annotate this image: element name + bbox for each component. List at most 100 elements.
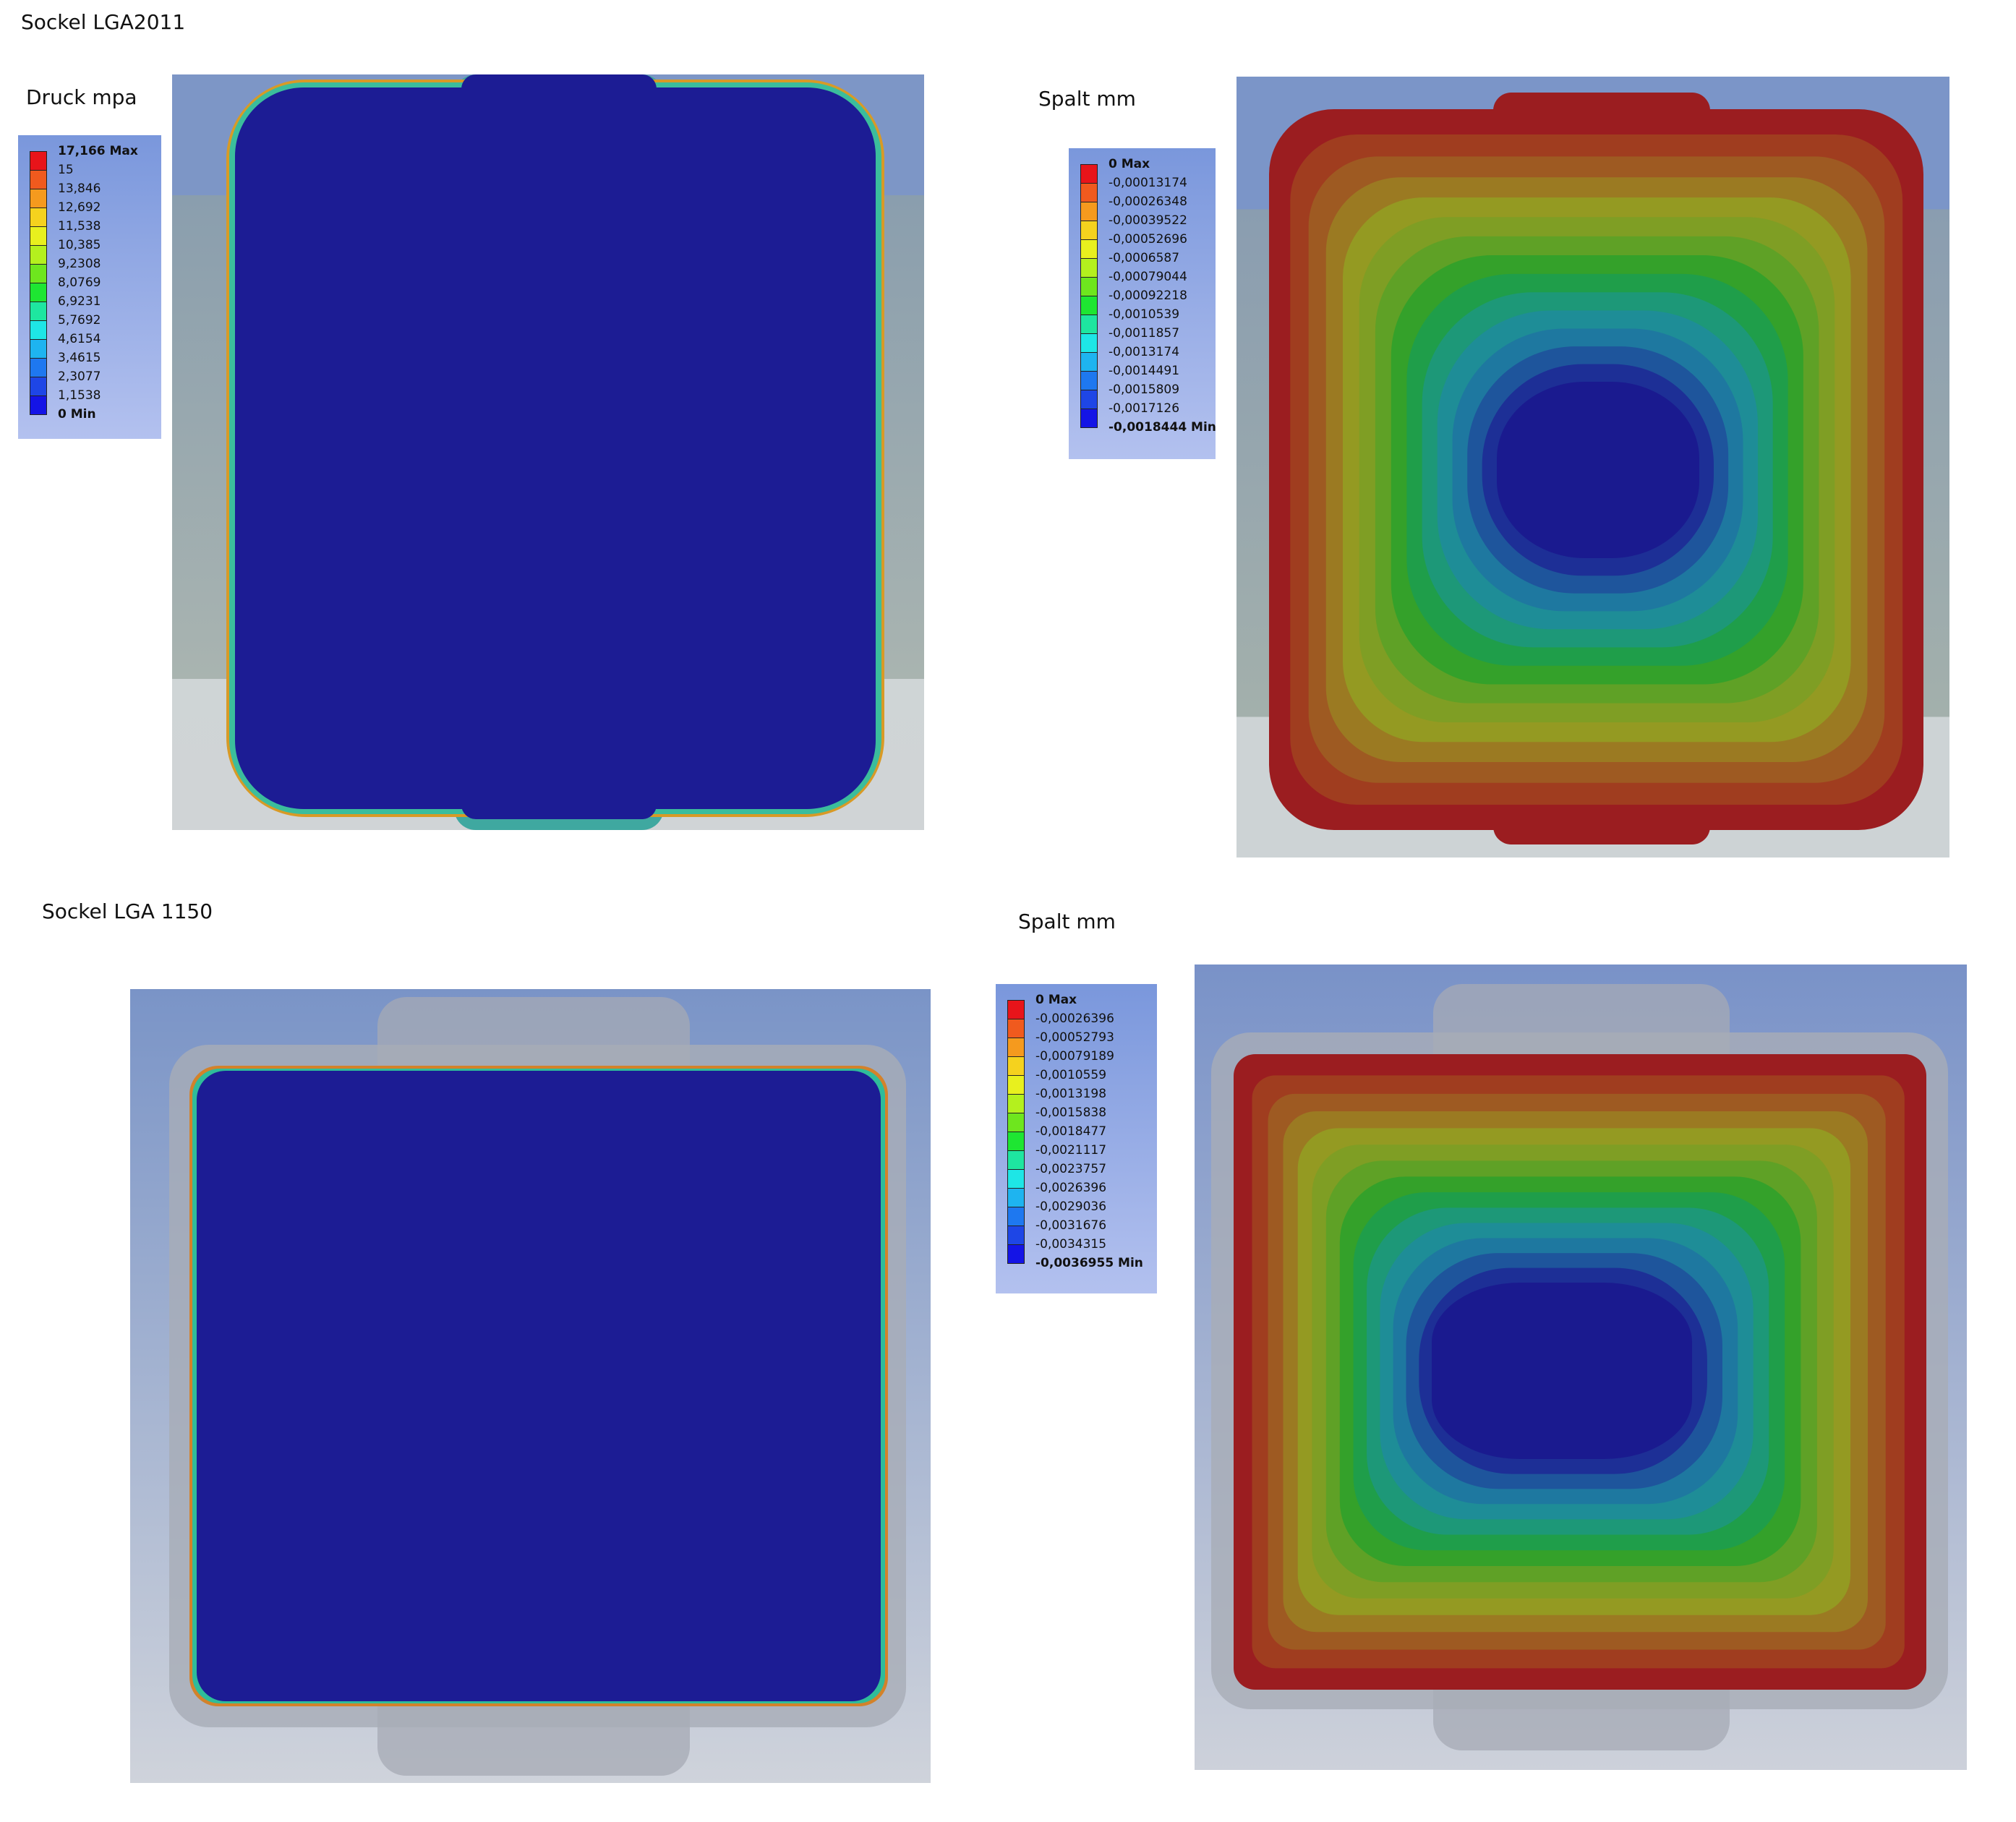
legend-swatch: [1080, 409, 1098, 428]
legend-swatch: [1007, 1075, 1025, 1095]
legend: 0 Max -0,00026396 -0,00052793 -0,00079189 -0…: [996, 984, 1157, 1293]
legend-swatch: [30, 301, 47, 321]
gap-plot: [1236, 77, 1949, 857]
legend-label: -0,0013198: [1035, 1087, 1107, 1101]
legend-label: 13,846: [58, 181, 101, 196]
legend-label: -0,0011857: [1109, 326, 1180, 341]
legend: 17,166 Max 15 13,846 12,692 11,538 10,385 9,23…: [18, 135, 161, 439]
legend-swatch: [1007, 1113, 1025, 1132]
legend-label: 12,692: [58, 200, 101, 215]
legend-swatch: [1007, 1226, 1025, 1245]
legend-swatch: [30, 151, 47, 171]
legend-swatch: [1007, 1019, 1025, 1038]
legend-swatch: [1080, 315, 1098, 334]
legend-label: 6,9231: [58, 294, 101, 309]
legend-label: -0,00052793: [1035, 1030, 1114, 1045]
legend-swatch: [30, 358, 47, 377]
pressure-plot: [172, 74, 924, 830]
legend-swatch: [1080, 390, 1098, 409]
legend-label: 17,166 Max: [58, 144, 138, 158]
legend-swatch: [30, 264, 47, 283]
legend-swatch: [1007, 1207, 1025, 1226]
legend-label: 11,538: [58, 219, 101, 234]
legend-label: -0,0023757: [1035, 1162, 1107, 1176]
legend-swatch: [1080, 258, 1098, 278]
legend-label: 5,7692: [58, 313, 101, 328]
legend-label: -0,00092218: [1109, 288, 1187, 303]
legend-label: -0,0013174: [1109, 345, 1180, 359]
legend-label: 0 Max: [1109, 157, 1150, 171]
legend-swatch: [1080, 277, 1098, 296]
legend-swatch: [1007, 1056, 1025, 1076]
legend-label: 9,2308: [58, 257, 101, 271]
legend-swatch: [1080, 352, 1098, 372]
legend-swatch: [30, 395, 47, 415]
legend-swatch: [1007, 1132, 1025, 1151]
legend-swatch: [30, 320, 47, 340]
legend-label: 4,6154: [58, 332, 101, 346]
pressure-area: [197, 1071, 881, 1701]
gap-plot: [1195, 965, 1967, 1770]
plot-label: Spalt mm: [1038, 87, 1136, 111]
legend-swatch: [30, 245, 47, 265]
legend-swatch: [30, 339, 47, 359]
legend-swatch: [30, 283, 47, 302]
legend-swatch: [1007, 1038, 1025, 1057]
legend-swatch: [1080, 221, 1098, 240]
legend-swatch: [1007, 1169, 1025, 1189]
legend-swatch: [30, 170, 47, 189]
legend-swatch: [1080, 296, 1098, 315]
legend-label: 10,385: [58, 238, 101, 252]
legend-swatch: [1007, 1188, 1025, 1207]
pressure-plot: [130, 989, 931, 1783]
legend-label: -0,0036955 Min: [1035, 1256, 1143, 1270]
legend-swatch: [1080, 371, 1098, 390]
legend-swatch: [1007, 1000, 1025, 1019]
legend-label: -0,00039522: [1109, 213, 1187, 228]
legend-label: -0,0006587: [1109, 251, 1180, 265]
legend-label: -0,0029036: [1035, 1199, 1107, 1214]
contour-band: [1497, 382, 1699, 558]
legend-label: -0,0017126: [1109, 401, 1180, 416]
legend-label: -0,00026396: [1035, 1011, 1114, 1026]
legend-swatch: [30, 226, 47, 246]
plot-label: Druck mpa: [26, 85, 137, 109]
legend-label: -0,00079044: [1109, 270, 1187, 284]
legend-swatch: [30, 189, 47, 208]
legend-swatch: [30, 208, 47, 227]
legend-label: -0,0034315: [1035, 1237, 1107, 1252]
legend-label: 2,3077: [58, 369, 101, 384]
legend-label: -0,0014491: [1109, 364, 1180, 378]
legend-swatch: [1080, 164, 1098, 184]
legend-swatch: [1080, 183, 1098, 202]
section-title: Sockel LGA2011: [21, 10, 186, 34]
legend-label: 0 Max: [1035, 993, 1077, 1007]
legend-label: -0,00013174: [1109, 176, 1187, 190]
legend-label: -0,00079189: [1035, 1049, 1114, 1064]
legend-label: -0,0026396: [1035, 1181, 1107, 1195]
legend-label: 0 Min: [58, 407, 96, 422]
legend-swatch: [1007, 1244, 1025, 1264]
legend-swatch: [1080, 239, 1098, 259]
pressure-area: [235, 87, 876, 809]
legend-label: -0,0021117: [1035, 1143, 1107, 1158]
legend-swatch: [1007, 1094, 1025, 1113]
contour-band: [1432, 1283, 1692, 1459]
legend-label: 8,0769: [58, 275, 101, 290]
legend: 0 Max -0,00013174 -0,00026348 -0,00039522 -0…: [1069, 148, 1216, 459]
legend-label: -0,00026348: [1109, 194, 1187, 209]
legend-label: 15: [58, 163, 74, 177]
legend-swatch: [30, 377, 47, 396]
legend-label: -0,0031676: [1035, 1218, 1107, 1233]
legend-label: 1,1538: [58, 388, 101, 403]
legend-label: -0,00052696: [1109, 232, 1187, 247]
legend-label: 3,4615: [58, 351, 101, 365]
plot-label: Spalt mm: [1018, 910, 1116, 933]
legend-label: -0,0010559: [1035, 1068, 1107, 1082]
legend-swatch: [1007, 1150, 1025, 1170]
legend-swatch: [1080, 202, 1098, 221]
legend-label: -0,0018477: [1035, 1124, 1107, 1139]
legend-label: -0,0015838: [1035, 1105, 1107, 1120]
legend-label: -0,0015809: [1109, 382, 1180, 397]
